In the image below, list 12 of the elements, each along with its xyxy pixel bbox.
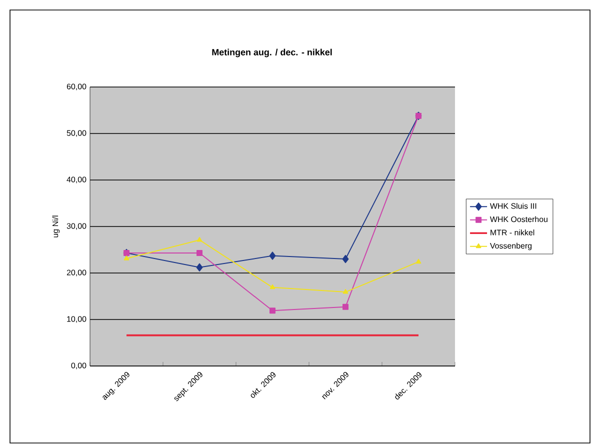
point — [416, 258, 422, 264]
point — [196, 236, 202, 242]
point — [342, 289, 348, 294]
point — [124, 256, 130, 260]
point — [196, 263, 203, 272]
chart-title: Metingen aug. / dec. - nikkel — [212, 48, 332, 58]
point — [269, 252, 276, 260]
point — [342, 254, 349, 264]
point — [270, 284, 276, 290]
point — [342, 304, 349, 310]
point — [270, 308, 276, 314]
point — [196, 250, 203, 256]
